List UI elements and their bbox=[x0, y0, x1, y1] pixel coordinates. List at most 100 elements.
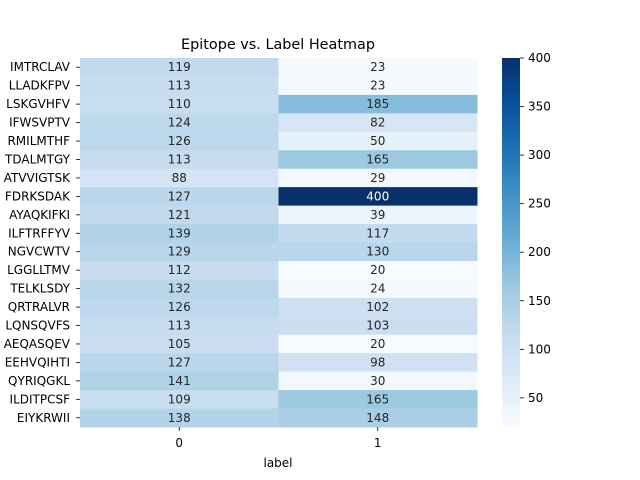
colorbar-tick-label: 350 bbox=[528, 100, 551, 114]
cell-value-label: 112 bbox=[168, 263, 191, 277]
heatmap-cell bbox=[278, 150, 478, 170]
heatmap-cell bbox=[80, 242, 279, 262]
cell-value-label: 130 bbox=[366, 245, 389, 259]
cell-value-label: 165 bbox=[366, 152, 389, 166]
y-tick-label: QYRIQGKL bbox=[8, 374, 70, 388]
heatmap-cell bbox=[278, 76, 478, 96]
heatmap-cell bbox=[80, 168, 279, 188]
cell-value-label: 103 bbox=[366, 319, 389, 333]
heatmap-cell bbox=[80, 131, 279, 151]
heatmap-cells bbox=[80, 58, 478, 428]
cell-value-label: 102 bbox=[366, 300, 389, 314]
cell-value-label: 126 bbox=[168, 300, 191, 314]
heatmap-cell bbox=[80, 371, 279, 391]
y-tick-label: TELKLSDY bbox=[9, 282, 70, 296]
cell-value-label: 148 bbox=[366, 411, 389, 425]
heatmap-cell bbox=[80, 94, 279, 114]
y-tick-label: LSKGVHFV bbox=[6, 97, 71, 111]
cell-value-label: 185 bbox=[366, 97, 389, 111]
colorbar-tick-label: 100 bbox=[528, 342, 551, 356]
heatmap-cell bbox=[80, 113, 279, 133]
cell-value-label: 29 bbox=[370, 171, 385, 185]
colorbar-gradient bbox=[502, 58, 520, 427]
cell-value-label: 39 bbox=[370, 208, 385, 222]
colorbar: 50 100 150 200 250 300 350 400 bbox=[502, 51, 551, 427]
cell-value-label: 132 bbox=[168, 282, 191, 296]
heatmap-cell bbox=[80, 260, 279, 280]
heatmap-cell bbox=[278, 260, 478, 280]
cell-value-label: 105 bbox=[168, 337, 191, 351]
y-tick-label: LQNSQVFS bbox=[5, 319, 70, 333]
heatmap-cell bbox=[278, 353, 478, 373]
heatmap-cell bbox=[278, 187, 478, 207]
heatmap-cell bbox=[80, 297, 279, 317]
cell-value-label: 127 bbox=[168, 355, 191, 369]
cell-value-label: 20 bbox=[370, 263, 385, 277]
cell-value-label: 110 bbox=[168, 97, 191, 111]
heatmap-cell bbox=[80, 279, 279, 299]
heatmap-cell bbox=[278, 408, 478, 428]
colorbar-tick-label: 400 bbox=[528, 51, 551, 65]
y-tick-label: AEQASQEV bbox=[4, 337, 71, 351]
heatmap-cell bbox=[80, 408, 279, 428]
y-tick-label: QRTRALVR bbox=[8, 300, 70, 314]
cell-value-label: 113 bbox=[168, 79, 191, 93]
cell-value-label: 127 bbox=[168, 189, 191, 203]
cell-value-label: 119 bbox=[168, 60, 191, 74]
colorbar-tick-label: 200 bbox=[528, 245, 551, 259]
heatmap-cell bbox=[278, 371, 478, 391]
y-tick-label: ILDITPCSF bbox=[10, 392, 71, 406]
heatmap-cell bbox=[80, 205, 279, 225]
heatmap-cell bbox=[278, 242, 478, 262]
heatmap-cell bbox=[278, 168, 478, 188]
cell-value-label: 30 bbox=[370, 374, 385, 388]
heatmap-cell bbox=[278, 224, 478, 243]
cell-value-label: 113 bbox=[168, 319, 191, 333]
y-tick-label: NGVCWTV bbox=[8, 245, 71, 259]
y-tick-label: LGGLLTMV bbox=[7, 263, 71, 277]
heatmap-cell bbox=[80, 150, 279, 170]
cell-value-label: 20 bbox=[370, 337, 385, 351]
heatmap-cell bbox=[278, 279, 478, 299]
heatmap-cell bbox=[80, 334, 279, 354]
cell-value-label: 23 bbox=[370, 60, 385, 74]
cell-value-label: 165 bbox=[366, 392, 389, 406]
cell-value-label: 129 bbox=[168, 245, 191, 259]
heatmap-cell bbox=[80, 390, 279, 410]
y-tick-label: RMILMTHF bbox=[7, 134, 70, 148]
cell-value-label: 139 bbox=[168, 226, 191, 240]
cell-value-label: 400 bbox=[366, 189, 389, 203]
y-tick-label: AYAQKIFKI bbox=[9, 208, 70, 222]
cell-value-label: 138 bbox=[168, 411, 191, 425]
y-tick-label: TDALMTGY bbox=[4, 152, 71, 166]
cell-value-label: 82 bbox=[370, 116, 385, 130]
cell-value-label: 88 bbox=[172, 171, 187, 185]
cell-value-label: 113 bbox=[168, 152, 191, 166]
heatmap-cell bbox=[278, 316, 478, 336]
y-tick-label: IFWSVPTV bbox=[9, 116, 71, 130]
heatmap-cell bbox=[80, 353, 279, 373]
cell-value-label: 121 bbox=[168, 208, 191, 222]
x-axis-label: label bbox=[263, 456, 292, 470]
y-tick-label: ATVVIGTSK bbox=[4, 171, 71, 185]
heatmap-cell bbox=[278, 334, 478, 354]
cell-value-label: 124 bbox=[168, 116, 191, 130]
colorbar-tick-label: 250 bbox=[528, 197, 551, 211]
heatmap-cell bbox=[278, 297, 478, 317]
heatmap-cell bbox=[278, 94, 478, 114]
chart-title: Epitope vs. Label Heatmap bbox=[181, 37, 375, 53]
heatmap-cell bbox=[278, 58, 478, 77]
cell-value-label: 23 bbox=[370, 79, 385, 93]
cell-value-label: 50 bbox=[370, 134, 385, 148]
heatmap-cell bbox=[278, 113, 478, 133]
x-tick-label: 0 bbox=[175, 436, 183, 450]
cell-value-label: 109 bbox=[168, 392, 191, 406]
heatmap-cell bbox=[80, 187, 279, 207]
cell-value-label: 126 bbox=[168, 134, 191, 148]
y-tick-label: EEHVQIHTI bbox=[5, 355, 70, 369]
x-tick-label: 1 bbox=[374, 436, 382, 450]
colorbar-tick-label: 50 bbox=[528, 391, 543, 405]
